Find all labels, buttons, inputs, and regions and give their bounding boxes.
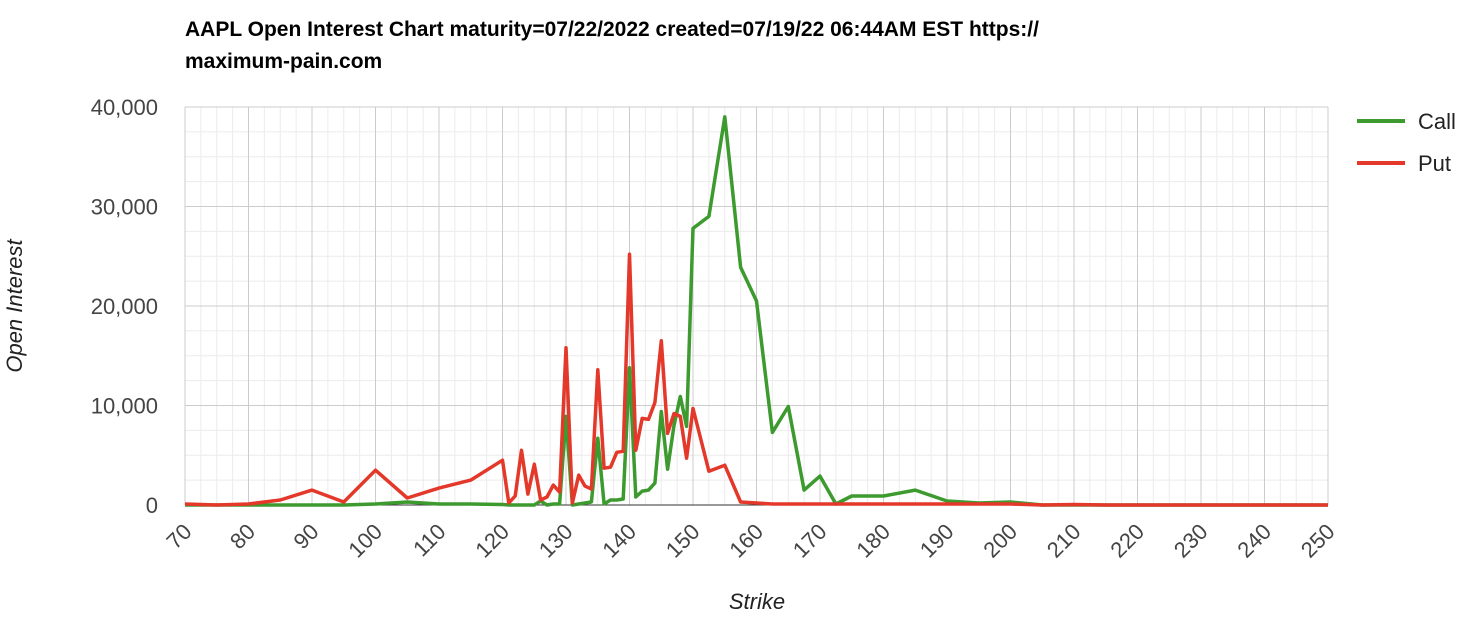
series-line-put — [184, 252, 1328, 507]
x-tick-label: 150 — [661, 519, 705, 563]
x-tick-label: 250 — [1296, 519, 1340, 563]
x-tick-label: 110 — [408, 519, 450, 561]
x-tick-label: 160 — [724, 519, 768, 563]
y-axis-title: Open Interest — [2, 238, 27, 372]
legend-label-put: Put — [1418, 151, 1451, 176]
x-tick-label: 200 — [978, 519, 1022, 563]
x-tick-label: 90 — [289, 519, 324, 554]
x-tick-label: 180 — [851, 519, 895, 563]
x-tick-label: 120 — [470, 519, 514, 563]
x-tick-label: 70 — [162, 519, 197, 554]
x-axis-ticks: 70 80 90 100 110 120 130 140 150 160 170 180 190 200 2… — [162, 519, 1340, 563]
y-tick-label: 40,000 — [91, 95, 158, 120]
chart-title: AAPL Open Interest Chart maturity=07/22/… — [185, 14, 1285, 78]
x-tick-label: 140 — [597, 519, 641, 563]
x-tick-label: 230 — [1169, 519, 1213, 563]
x-axis-title: Strike — [729, 589, 785, 614]
chart-title-line-2: maximum-pain.com — [185, 50, 383, 73]
x-tick-label: 220 — [1105, 519, 1149, 563]
x-tick-label: 240 — [1232, 519, 1276, 563]
x-tick-label: 100 — [343, 519, 387, 563]
chart-title-line-1: AAPL Open Interest Chart maturity=07/22/… — [185, 18, 1039, 41]
y-tick-label: 30,000 — [91, 195, 158, 220]
x-tick-label: 190 — [915, 519, 959, 563]
x-tick-label: 130 — [534, 519, 578, 563]
y-tick-label: 20,000 — [91, 294, 158, 319]
x-tick-label: 210 — [1042, 519, 1086, 563]
x-tick-label: 80 — [225, 519, 260, 554]
y-axis-ticks: 0 10,000 20,000 30,000 40,000 — [91, 95, 158, 518]
x-tick-label: 170 — [788, 519, 832, 563]
legend-label-call: Call — [1418, 109, 1456, 134]
y-tick-label: 0 — [146, 493, 158, 518]
series-lines — [184, 115, 1328, 507]
y-tick-label: 10,000 — [91, 394, 158, 419]
legend: Call Put — [1357, 109, 1456, 176]
